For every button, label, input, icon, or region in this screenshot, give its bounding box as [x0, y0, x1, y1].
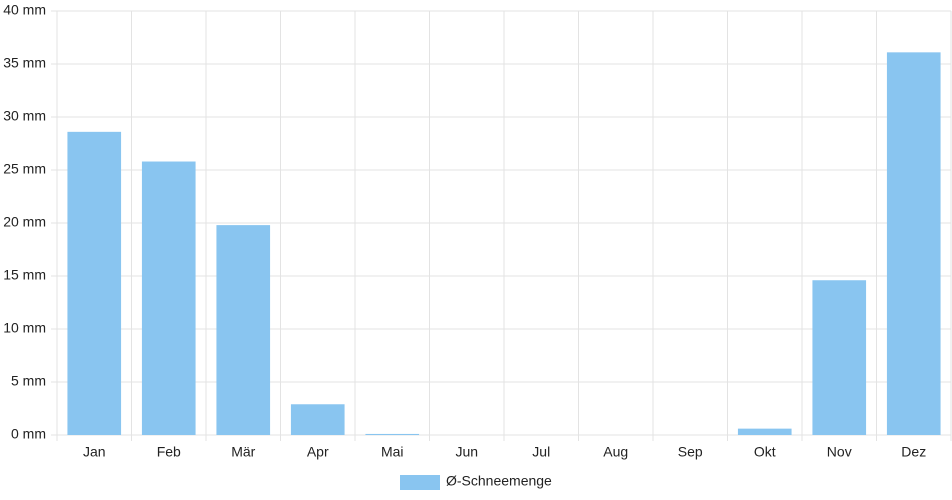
x-tick-label: Jul [532, 444, 550, 460]
y-tick-label: 5 mm [11, 373, 46, 389]
y-tick-label: 25 mm [3, 161, 46, 177]
x-tick-label: Feb [157, 444, 181, 460]
bar [141, 161, 196, 435]
x-tick-label: Sep [678, 444, 703, 460]
bar [737, 428, 792, 435]
bar [812, 280, 867, 435]
y-tick-label: 15 mm [3, 267, 46, 283]
x-tick-label: Jun [455, 444, 478, 460]
bar [67, 131, 122, 435]
y-tick-label: 0 mm [11, 426, 46, 442]
x-tick-label: Mär [231, 444, 255, 460]
x-tick-label: Aug [603, 444, 628, 460]
x-tick-label: Nov [827, 444, 852, 460]
bar [365, 433, 420, 435]
x-tick-label: Jan [83, 444, 106, 460]
x-tick-label: Dez [901, 444, 926, 460]
bar [886, 52, 941, 436]
x-tick-label: Mai [381, 444, 404, 460]
y-tick-label: 10 mm [3, 320, 46, 336]
bar [290, 404, 345, 435]
y-tick-label: 20 mm [3, 214, 46, 230]
legend-swatch [400, 475, 440, 490]
x-tick-label: Apr [307, 444, 329, 460]
y-tick-label: 35 mm [3, 55, 46, 71]
y-tick-label: 30 mm [3, 108, 46, 124]
legend-label: Ø-Schneemenge [446, 473, 552, 489]
x-tick-label: Okt [754, 444, 776, 460]
y-tick-label: 40 mm [3, 2, 46, 18]
bar [216, 225, 271, 435]
